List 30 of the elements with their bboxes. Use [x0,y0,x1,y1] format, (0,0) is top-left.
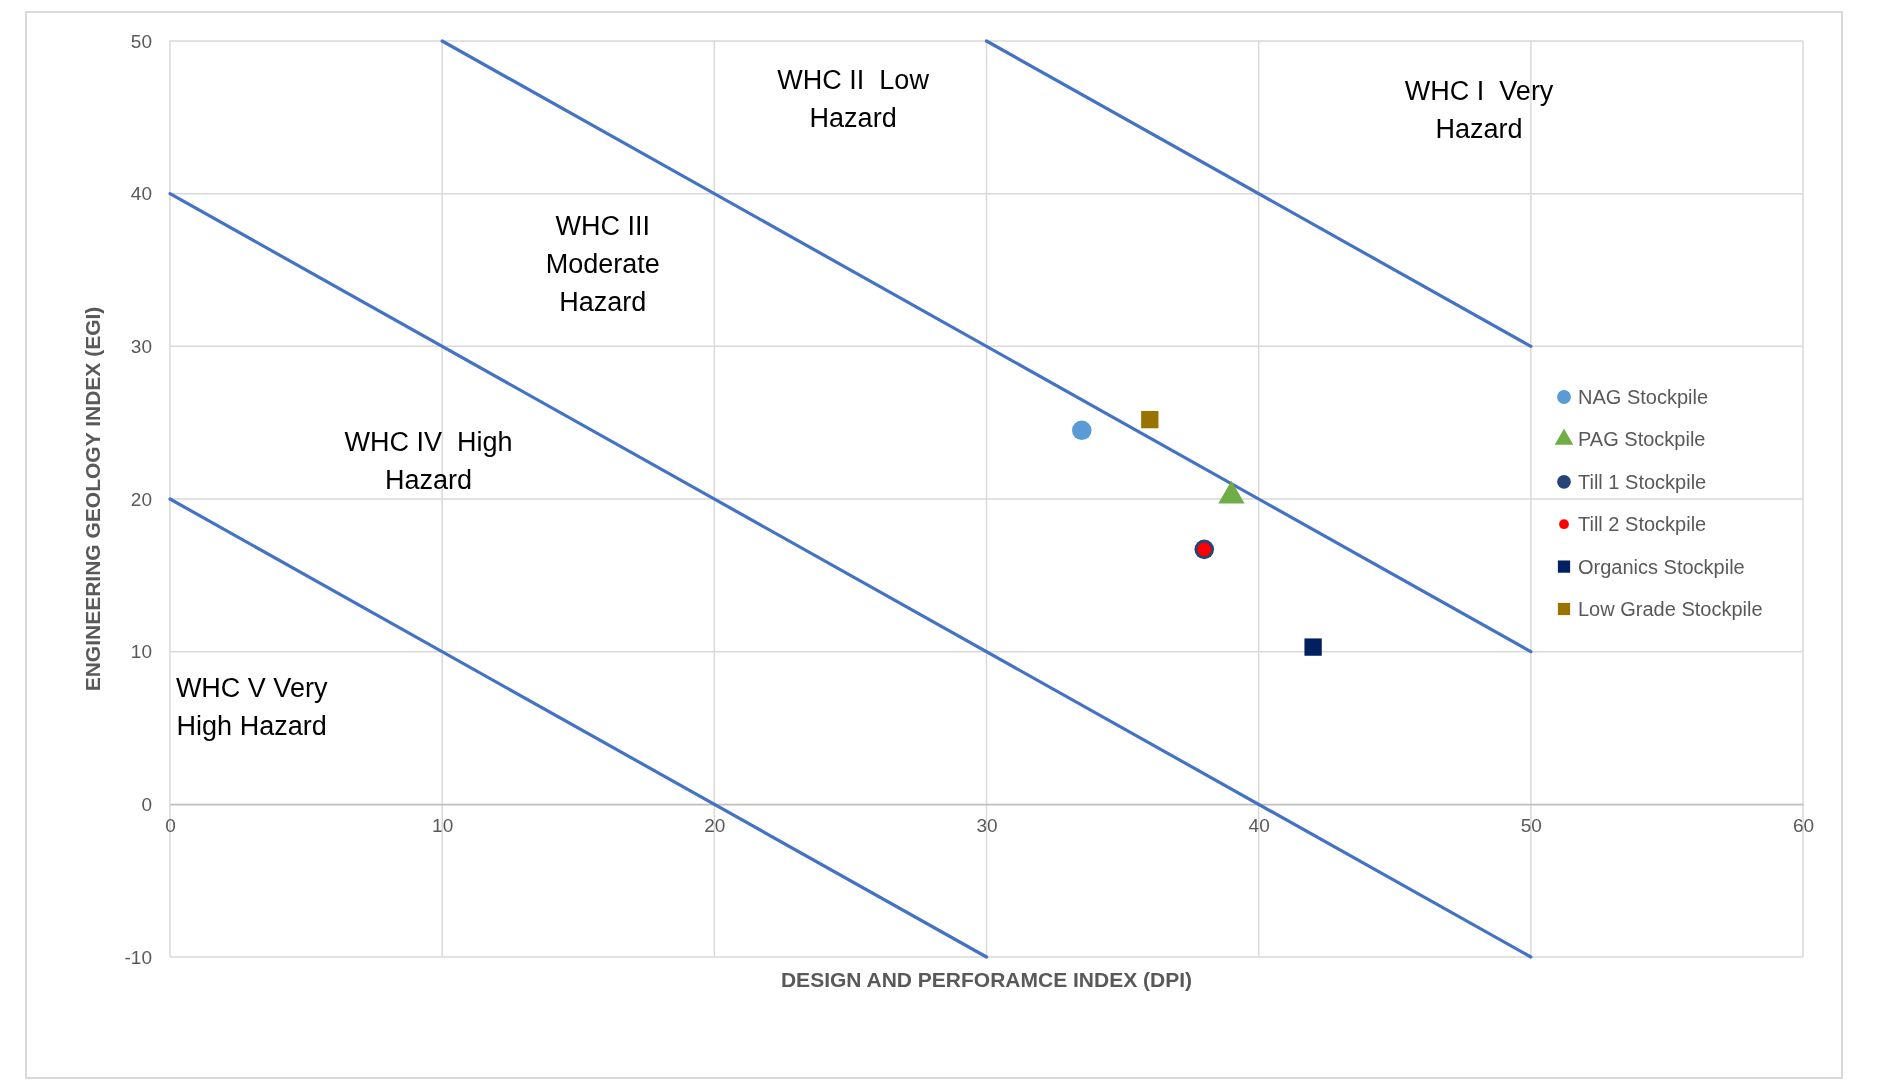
y-tick-label: -10 [124,946,152,968]
x-tick-label: 20 [704,814,726,836]
x-tick-label: 0 [165,814,176,836]
point [1304,638,1322,656]
y-tick-label: 20 [130,488,152,510]
annotation: WHC IV High Hazard [344,426,513,495]
annotation: WHC III Moderate Hazard [545,210,660,317]
point [1141,410,1159,429]
legend-label: PAG Stockpile [1578,428,1706,451]
point [1071,420,1092,441]
x-tick-label: 30 [976,814,998,836]
y-tick-label: 30 [130,335,152,357]
y-tick-label: 0 [141,793,152,815]
x-axis-title: DESIGN AND PERFORAMCE INDEX (DPI) [780,968,1193,991]
x-tick-label: 60 [1792,814,1815,836]
annotation: WHC II Low Hazard [777,65,930,134]
annotation: WHC V Very High Hazard [175,672,328,741]
y-tick-label: 40 [130,183,152,205]
legend-label: Till 2 Stockpile [1578,513,1707,536]
legend-label: Organics Stockpile [1578,555,1745,578]
y-tick-label: 10 [130,641,152,663]
x-tick-label: 50 [1520,814,1542,836]
legend-label: NAG Stockpile [1578,386,1709,408]
legend-label: Low Grade Stockpile [1578,598,1763,620]
y-axis-title: ENGINEERING GEOLOGY INDEX (EGI) [81,306,104,692]
x-tick-label: 40 [1248,814,1270,836]
legend-label: Till 1 Stockpile [1578,470,1707,493]
y-tick-label: 50 [130,30,152,52]
x-tick-label: 10 [432,814,454,836]
annotation: WHC I Very Hazard [1404,75,1554,144]
